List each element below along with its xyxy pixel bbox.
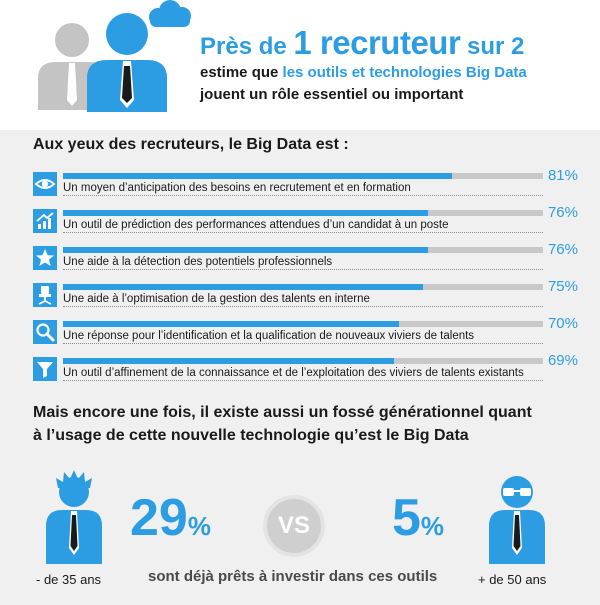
bar-underline	[63, 343, 543, 344]
bar-underline	[63, 232, 543, 233]
senior-person-icon	[486, 472, 548, 564]
subline-1-highlight: les outils et technologies Big Data	[282, 64, 527, 81]
chair-icon	[33, 283, 57, 307]
bar-row: 69% Un outil d’affinement de la connaiss…	[33, 352, 578, 381]
bar-label: Une aide à l’optimisation de la gestion …	[63, 293, 370, 305]
bar-track	[63, 284, 543, 290]
old-pct-number: 5	[392, 489, 421, 547]
bar-track	[63, 173, 543, 179]
young-pct-number: 29	[130, 489, 188, 547]
funnel-icon	[33, 357, 57, 381]
bar-row: 75% Une aide à l’optimisation de la gest…	[33, 278, 578, 307]
bar-label: Une aide à la détection des potentiels p…	[63, 256, 333, 268]
subline-1-pre: estime que	[200, 64, 283, 81]
bar-row: 76% Un outil de prédiction des performan…	[33, 204, 578, 233]
invest-caption: sont déjà prêts à investir dans ces outi…	[148, 568, 438, 585]
chart-growth-icon	[33, 209, 57, 233]
bar-track	[63, 321, 543, 327]
young-percentage: 29%	[130, 488, 211, 548]
headline: Près de 1 recruteur sur 2	[200, 24, 595, 62]
bar-track	[63, 358, 543, 364]
bar-fill	[63, 358, 395, 364]
generation-title-line2: à l’usage de cette nouvelle technologie …	[33, 427, 469, 444]
bar-underline	[63, 269, 543, 270]
magnifier-icon	[33, 320, 57, 344]
bar-value: 76%	[547, 241, 578, 258]
bar-fill	[63, 284, 423, 290]
people-cloud-icon	[38, 0, 191, 112]
bar-track	[63, 210, 543, 216]
bar-underline	[63, 380, 543, 381]
bar-value: 76%	[547, 204, 578, 221]
bar-row: 70% Une réponse pour l’identification et…	[33, 315, 578, 344]
header: Près de 1 recruteur sur 2 estime que les…	[0, 0, 600, 130]
bar-track	[63, 247, 543, 253]
subline-2: jouent un rôle essentiel ou important	[200, 86, 464, 103]
bar-fill	[63, 210, 428, 216]
headline-suffix: sur 2	[460, 33, 525, 60]
bar-fill	[63, 173, 452, 179]
bar-label: Un outil de prédiction des performances …	[63, 219, 449, 231]
bar-label: Une réponse pour l’identification et la …	[63, 330, 475, 342]
bar-underline	[63, 195, 543, 196]
chart-title: Aux yeux des recruteurs, le Big Data est…	[33, 136, 349, 153]
bar-label: Un moyen d’anticipation des besoins en r…	[63, 182, 411, 194]
bar-fill	[63, 321, 399, 327]
vs-text: VS	[277, 512, 310, 539]
generation-title-line1: Mais encore une fois, il existe aussi un…	[33, 404, 532, 421]
star-icon	[33, 246, 57, 270]
bar-value: 81%	[547, 167, 578, 184]
old-percentage: 5%	[392, 488, 444, 548]
vs-badge: VS	[263, 495, 325, 557]
young-person-icon	[42, 468, 106, 564]
bar-fill	[63, 247, 428, 253]
bar-row: 81% Un moyen d’anticipation des besoins …	[33, 167, 578, 196]
senior-age-label: + de 50 ans	[478, 572, 547, 587]
headline-big: 1 recruteur	[293, 24, 461, 61]
bar-value: 69%	[547, 352, 578, 369]
headline-prefix: Près de	[200, 33, 294, 60]
subline-1: estime que les outils et technologies Bi…	[200, 64, 595, 81]
bar-underline	[63, 306, 543, 307]
bar-value: 75%	[547, 278, 578, 295]
bar-label: Un outil d’affinement de la connaissance…	[63, 367, 524, 379]
old-pct-sign: %	[420, 511, 445, 541]
bar-row: 76% Une aide à la détection des potentie…	[33, 241, 578, 270]
young-pct-sign: %	[187, 511, 211, 541]
eye-icon	[33, 172, 57, 196]
bar-value: 70%	[547, 315, 578, 332]
young-age-label: - de 35 ans	[36, 572, 102, 587]
